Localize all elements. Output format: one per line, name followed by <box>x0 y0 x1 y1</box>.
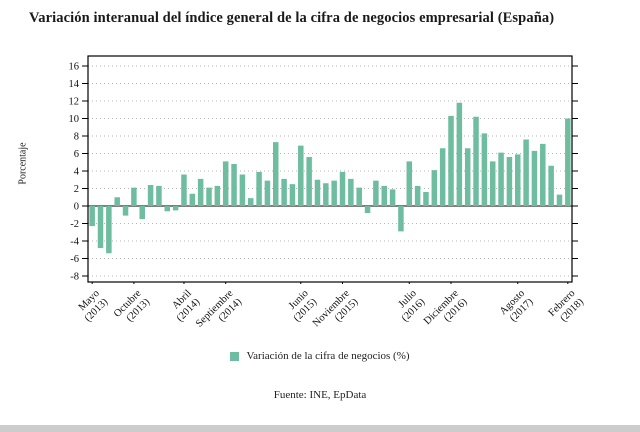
bar <box>131 187 137 207</box>
bar <box>197 178 204 207</box>
y-tick-label: 6 <box>74 149 79 160</box>
x-tick-label: Diciembre (2016) <box>421 288 470 328</box>
x-axis-tick-labels: Mayo (2013) Octubre (2013) Abril (2014) Septie… <box>0 284 640 346</box>
chart-title: Variación interanual del índice general … <box>29 10 555 26</box>
bar <box>239 174 246 206</box>
y-tick-label: 2 <box>74 184 79 195</box>
y-tick-label: 8 <box>74 132 79 143</box>
bar <box>540 143 546 207</box>
bar-chart: -8 -6 -4 -2 0 2 4 6 8 10 12 14 16 <box>69 55 578 287</box>
y-tick-label: -8 <box>70 272 79 283</box>
bar <box>147 185 154 206</box>
bar <box>356 187 362 207</box>
bar <box>506 157 513 206</box>
bar <box>289 184 296 207</box>
bar <box>565 118 571 206</box>
bar <box>464 148 471 206</box>
bar <box>189 193 196 206</box>
bar <box>498 152 504 207</box>
page-edge-strip <box>0 425 640 432</box>
bar <box>398 206 404 232</box>
x-tick-label: Febrero (2018) <box>546 288 586 324</box>
bar <box>481 133 488 207</box>
y-tick-label: 4 <box>74 167 80 178</box>
bar <box>473 116 479 206</box>
x-tick-label: Mayo (2013) <box>76 288 111 324</box>
bar <box>222 161 229 207</box>
x-tick-label: Noviembre (2015) <box>311 288 361 330</box>
y-tick-label: 10 <box>69 114 80 125</box>
y-tick-label: 0 <box>74 202 79 213</box>
bar <box>298 145 304 207</box>
plot-area: -8 -6 -4 -2 0 2 4 6 8 10 12 14 16 <box>0 52 640 287</box>
x-tick-label: Agosto (2017) <box>498 288 536 324</box>
y-tick-label: -4 <box>70 237 79 248</box>
y-tick-label: 14 <box>69 79 80 90</box>
y-tick-label: 12 <box>69 97 80 108</box>
bar <box>314 179 321 206</box>
bar <box>181 174 187 206</box>
bar <box>556 194 563 207</box>
y-tick-label: 16 <box>69 62 80 73</box>
bar <box>206 187 212 207</box>
x-tick-label: Octubre (2013) <box>111 288 152 324</box>
bar <box>306 157 312 206</box>
bar <box>439 148 446 206</box>
bar <box>97 206 104 248</box>
bar <box>331 180 337 207</box>
bar <box>373 180 379 207</box>
bar <box>523 139 529 206</box>
bar <box>448 115 454 206</box>
bar <box>172 206 179 211</box>
bar <box>89 206 95 227</box>
bar <box>281 178 287 207</box>
bar <box>515 154 521 207</box>
bar <box>431 170 438 207</box>
bar <box>156 185 162 207</box>
bar <box>423 192 429 206</box>
bar <box>114 197 120 206</box>
bar <box>548 165 554 206</box>
bar <box>247 198 254 207</box>
legend-label: Variación de la cifra de negocios (%) <box>246 350 410 362</box>
y-tick-label: -6 <box>70 254 79 265</box>
bar <box>139 206 145 220</box>
x-tick-label: Septiembre (2014) <box>193 288 244 330</box>
bar <box>106 206 112 254</box>
y-tick-label: -2 <box>70 219 79 230</box>
bar <box>214 185 221 207</box>
bar <box>531 150 538 207</box>
bar <box>256 171 262 207</box>
source-note: Fuente: INE, EpData <box>273 389 367 401</box>
bar <box>164 206 171 212</box>
plot-frame <box>87 55 573 283</box>
bar <box>122 206 129 216</box>
legend-swatch <box>230 351 240 361</box>
bar <box>364 206 371 213</box>
bar <box>273 142 279 207</box>
bar <box>339 171 346 207</box>
bar <box>406 161 413 207</box>
bar <box>381 185 387 207</box>
bar <box>389 189 396 207</box>
bar <box>414 185 421 207</box>
bar <box>456 102 463 206</box>
bar <box>348 178 354 207</box>
legend: Variación de la cifra de negocios (%) <box>0 350 640 362</box>
bar <box>264 180 271 207</box>
bar <box>231 164 237 206</box>
bar <box>489 161 496 207</box>
bar <box>323 183 329 206</box>
